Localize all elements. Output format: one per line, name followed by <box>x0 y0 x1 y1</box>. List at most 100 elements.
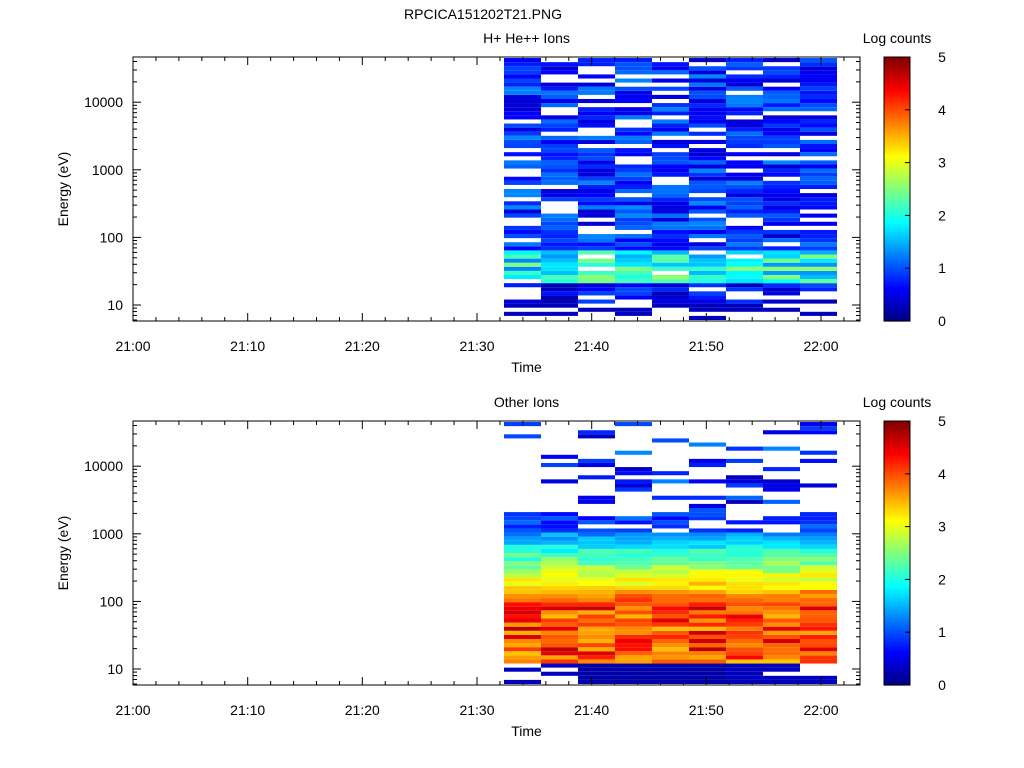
heatmap-cell <box>652 213 689 218</box>
heatmap-cell <box>763 205 800 210</box>
heatmap-cell <box>652 471 689 476</box>
colorbar-step <box>884 249 910 253</box>
heatmap-cell <box>689 242 726 247</box>
heatmap-cell <box>763 274 800 280</box>
heatmap-cell <box>726 74 763 79</box>
heatmap-cell <box>763 279 800 284</box>
heatmap-cell <box>615 606 652 611</box>
heatmap-cell <box>578 548 615 554</box>
heatmap-cell <box>652 111 689 116</box>
heatmap-cell <box>763 655 800 660</box>
heatmap-cell <box>726 193 763 198</box>
heatmap-cell <box>763 127 800 132</box>
heatmap-cell <box>652 94 689 99</box>
heatmap-cell <box>652 172 689 177</box>
colorbar-step <box>884 72 910 77</box>
heatmap-cell <box>763 446 800 451</box>
heatmap-cell <box>763 638 800 644</box>
heatmap-cell <box>652 671 689 676</box>
colorbar-step <box>884 447 910 451</box>
heatmap-cell <box>578 258 615 263</box>
heatmap-cell <box>541 213 578 218</box>
colorbar-step <box>884 674 910 678</box>
colorbar-step <box>884 257 910 261</box>
heatmap-cell <box>504 589 541 594</box>
heatmap-cell <box>615 225 652 230</box>
heatmap-cell <box>726 569 763 574</box>
heatmap-cell <box>615 58 652 63</box>
heatmap-cell <box>541 516 578 521</box>
heatmap-cell <box>763 479 800 484</box>
heatmap-cell <box>615 254 652 259</box>
colorbar-step <box>884 537 910 541</box>
colorbar-step <box>884 178 910 182</box>
heatmap-cell <box>800 62 837 67</box>
heatmap-cell <box>504 593 541 599</box>
heatmap-cell <box>726 598 763 603</box>
heatmap-cell <box>763 553 800 558</box>
heatmap-cell <box>726 238 763 243</box>
heatmap-cell <box>689 528 726 533</box>
heatmap-cell <box>726 189 763 194</box>
colorbar-step <box>884 468 910 472</box>
colorbar-step <box>884 436 910 441</box>
heatmap-cell <box>541 229 578 235</box>
heatmap-cell <box>763 86 800 91</box>
heatmap-cell <box>726 614 763 619</box>
colorbar-step <box>884 682 910 686</box>
heatmap-cell <box>578 618 615 623</box>
colorbar-step <box>884 107 910 111</box>
colorbar-step <box>884 613 910 617</box>
heatmap-cell <box>578 283 615 288</box>
heatmap-cell <box>504 201 541 206</box>
colorbar-step <box>884 286 910 290</box>
heatmap-cell <box>504 569 541 574</box>
heatmap-cell <box>652 189 689 194</box>
heatmap-cell <box>800 679 837 684</box>
heatmap-cell <box>541 655 578 660</box>
heatmap-cell <box>689 254 726 259</box>
colorbar-step <box>884 595 910 599</box>
heatmap-cell <box>578 626 615 631</box>
heatmap-cell <box>578 430 615 435</box>
heatmap-cell <box>763 520 800 525</box>
heatmap-cell <box>541 156 578 161</box>
heatmap-cell <box>763 622 800 627</box>
heatmap-cell <box>689 679 726 684</box>
heatmap-cell <box>800 422 837 427</box>
colorbar-step <box>884 215 910 219</box>
heatmap-cell <box>763 250 800 255</box>
heatmap-cell <box>541 70 578 75</box>
colorbar-step <box>884 505 910 509</box>
x-tick-label: 21:10 <box>230 702 265 718</box>
heatmap-cell <box>578 528 615 533</box>
heatmap-cell <box>726 262 763 267</box>
heatmap-cell <box>615 152 652 157</box>
heatmap-cell <box>763 164 800 169</box>
heatmap-cell <box>504 229 541 235</box>
colorbar-step <box>884 655 910 660</box>
heatmap-cell <box>726 111 763 116</box>
heatmap-cell <box>689 442 726 447</box>
colorbar-step <box>884 302 910 306</box>
heatmap-cell <box>578 667 615 672</box>
heatmap-cell <box>504 270 541 275</box>
heatmap-cell <box>504 189 541 194</box>
colorbar-step <box>884 553 910 557</box>
heatmap-cell <box>578 205 615 210</box>
heatmap-cell <box>726 250 763 255</box>
heatmap-cell <box>504 532 541 537</box>
heatmap-cell <box>763 532 800 537</box>
heatmap-cell <box>504 143 541 149</box>
heatmap-cell <box>763 160 800 165</box>
heatmap-cell <box>689 532 726 537</box>
heatmap-cell <box>578 577 615 582</box>
heatmap-cell <box>800 651 837 656</box>
colorbar-step <box>884 431 910 435</box>
heatmap-cell <box>578 638 615 644</box>
heatmap-cell <box>504 659 541 664</box>
y-tick-label: 10 <box>107 661 123 677</box>
heatmap-cell <box>689 270 726 275</box>
heatmap-cell <box>800 74 837 79</box>
heatmap-cell <box>800 160 837 165</box>
